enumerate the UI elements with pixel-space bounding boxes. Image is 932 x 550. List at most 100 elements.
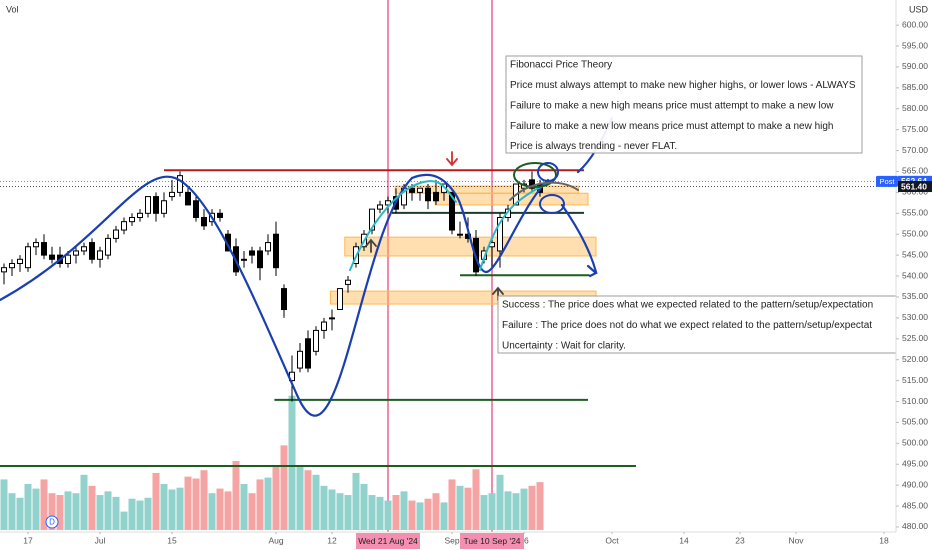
candle-body <box>89 242 95 260</box>
volume-bar <box>184 476 192 530</box>
drawing-curve <box>509 181 579 201</box>
price-tag <box>876 175 898 187</box>
note-box <box>497 295 909 354</box>
candle-body <box>81 246 87 252</box>
volume-bar <box>88 485 96 530</box>
note-text: Price is always trending - never FLAT. <box>510 141 677 152</box>
candle-body <box>161 200 167 214</box>
candle-body <box>65 254 71 264</box>
price-tag-value: 561.40 <box>901 181 927 191</box>
volume-bar <box>128 498 136 530</box>
drawing-curve <box>410 173 550 274</box>
y-tick-label: 575.00 <box>902 124 928 134</box>
volume-bar <box>168 489 176 530</box>
candle-body <box>97 250 103 260</box>
candle-body <box>33 242 39 248</box>
candle-body <box>153 196 159 214</box>
volume-bar <box>472 469 480 530</box>
volume-bar <box>384 500 392 530</box>
volume-bar <box>344 495 352 530</box>
volume-bar <box>328 489 336 530</box>
volume-bar <box>144 497 152 530</box>
candle-body <box>457 233 463 236</box>
volume-bar <box>96 495 104 530</box>
candle-body <box>377 204 383 210</box>
crosshair-label: Tue 10 Sep '24 <box>463 536 520 546</box>
dividend-label: D <box>49 518 55 527</box>
candle-body <box>409 187 415 193</box>
volume-layer <box>0 0 544 532</box>
volume-bar <box>176 487 184 530</box>
y-tick-label: 500.00 <box>902 438 928 448</box>
volume-bar <box>528 485 536 530</box>
candle-body <box>425 187 431 202</box>
volume-bar <box>360 484 368 530</box>
candle-body <box>329 317 335 320</box>
candle-body <box>217 212 223 218</box>
volume-bar <box>336 493 344 530</box>
candle-body <box>257 250 263 269</box>
volume-bar <box>512 493 520 530</box>
y-tick-label: 545.00 <box>902 249 928 259</box>
candle-body <box>369 208 375 231</box>
volume-bar <box>488 493 496 530</box>
volume-bar <box>448 479 456 530</box>
volume-bar <box>208 493 216 530</box>
dividend-marker <box>45 515 59 529</box>
volume-bar <box>368 495 376 530</box>
volume-bar <box>256 479 264 530</box>
volume-label: Vol <box>6 4 19 14</box>
volume-bar <box>288 395 296 530</box>
candle-body <box>169 191 175 198</box>
y-tick-label: 525.00 <box>902 333 928 343</box>
y-tick-label: 595.00 <box>902 40 928 50</box>
y-tick-label: 555.00 <box>902 208 928 218</box>
volume-bar <box>32 488 40 530</box>
drawing-curve <box>0 175 414 417</box>
candle-body <box>193 200 199 218</box>
note-text: Fibonacci Price Theory <box>510 60 612 71</box>
volume-bar <box>104 491 112 530</box>
y-tick-label: 565.00 <box>902 166 928 176</box>
volume-bar <box>72 493 80 530</box>
price-axis-bg <box>896 0 932 550</box>
volume-bar <box>8 493 16 530</box>
candle-body <box>305 338 311 369</box>
volume-bar <box>0 479 8 530</box>
crosshair-label: Wed 21 Aug '24 <box>358 536 418 546</box>
volume-bar <box>200 470 208 530</box>
x-tick-label: 12 <box>327 535 337 545</box>
candle-body <box>73 250 79 256</box>
volume-bar <box>504 491 512 530</box>
candle-body <box>185 191 191 206</box>
x-tick-label: 18 <box>879 535 889 545</box>
y-tick-label: 490.00 <box>902 479 928 489</box>
volume-bar <box>432 493 440 530</box>
volume-bar <box>248 493 256 530</box>
drawing-circle <box>513 162 557 188</box>
candle-body <box>105 237 111 256</box>
note-box <box>505 55 863 154</box>
candle-body <box>321 321 327 331</box>
note-text: Success : The price does what we expecte… <box>502 300 873 311</box>
drawings <box>0 116 614 417</box>
note-text: Failure to make a new high means price m… <box>510 100 834 111</box>
volume-bar <box>264 477 272 530</box>
candle-body <box>297 350 303 369</box>
y-tick-label: 550.00 <box>902 228 928 238</box>
volume-bar <box>16 497 24 530</box>
volume-bar <box>480 495 488 530</box>
x-tick-label: Sep <box>444 535 459 545</box>
volume-bar <box>240 484 248 530</box>
candle-body <box>1 267 7 273</box>
volume-bar <box>112 496 120 530</box>
volume-bar <box>536 482 544 530</box>
x-tick-label: 14 <box>679 535 689 545</box>
candle-body <box>313 329 319 352</box>
candle-body <box>41 242 47 256</box>
x-tick-label: Aug <box>268 535 283 545</box>
volume-bar <box>160 484 168 530</box>
note-text: Failure to make a new low means price mu… <box>510 121 833 132</box>
volume-bar <box>152 472 160 530</box>
